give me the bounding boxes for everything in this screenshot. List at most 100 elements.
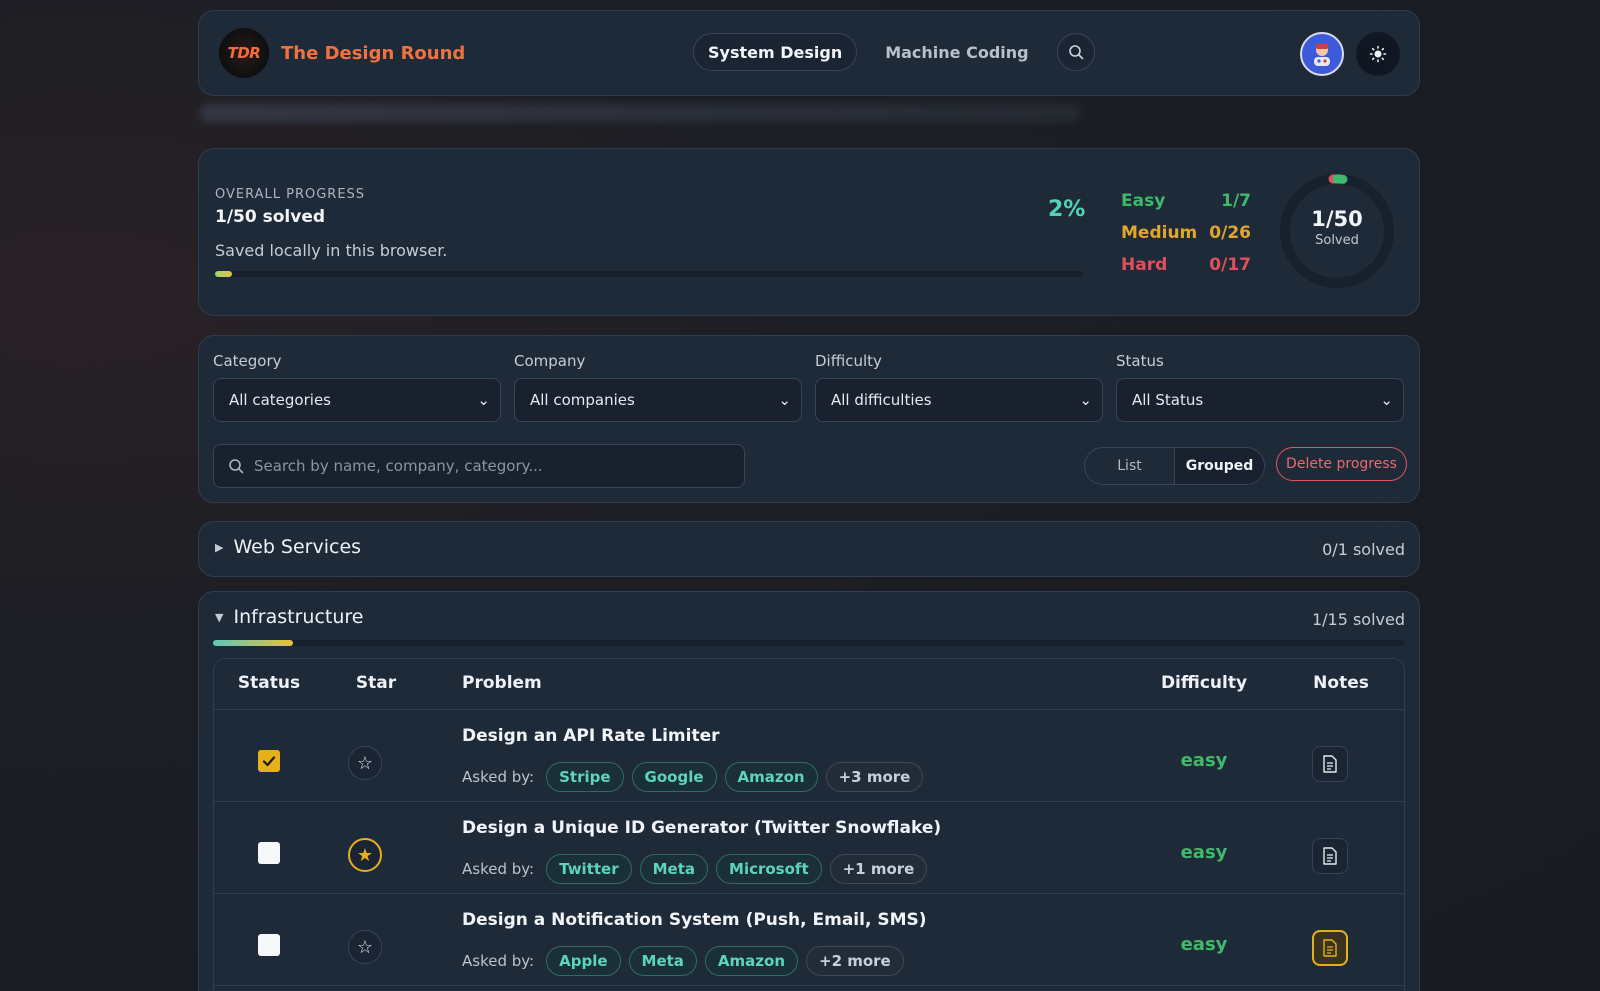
status-checkbox[interactable] <box>258 842 280 864</box>
difficulty-stats: Easy 1/7 Medium 0/26 Hard 0/17 <box>1121 185 1251 281</box>
theme-toggle-button[interactable] <box>1356 32 1400 76</box>
asked-by-label: Asked by: <box>462 952 535 970</box>
asked-by: Asked by: Stripe Google Amazon +3 more <box>462 762 924 792</box>
table-header: Status Star Problem Difficulty Notes <box>214 659 1404 710</box>
blurred-tagline <box>200 104 1080 122</box>
asked-by: Asked by: Apple Meta Amazon +2 more <box>462 946 904 976</box>
group-progress-fill <box>213 640 293 646</box>
view-list-button[interactable]: List <box>1117 458 1142 474</box>
progress-bar <box>215 271 1083 277</box>
company-tag[interactable]: Google <box>631 762 717 792</box>
filters-card: Category All categories ⌄ Company All com… <box>198 335 1420 503</box>
company-filter: Company All companies ⌄ <box>514 352 802 422</box>
difficulty-badge: easy <box>1180 842 1228 863</box>
document-icon <box>1323 755 1337 773</box>
document-icon <box>1323 847 1337 865</box>
company-tag[interactable]: Meta <box>639 854 709 884</box>
progress-solved-count: 1/50 solved <box>215 207 326 227</box>
chevron-right-icon: ▶ <box>215 540 224 554</box>
view-grouped-button[interactable]: Grouped <box>1174 448 1264 484</box>
solved-ring <box>1280 174 1394 288</box>
progress-bar-fill <box>215 271 233 277</box>
notes-button[interactable] <box>1312 930 1348 966</box>
company-tag[interactable]: Apple <box>546 946 621 976</box>
group-web-services[interactable]: ▶ Web Services 0/1 solved <box>198 521 1420 577</box>
group-infrastructure: ▼ Infrastructure 1/15 solved Status Star… <box>198 591 1420 991</box>
star-filled-icon: ★ <box>356 844 374 866</box>
avatar-icon <box>1314 44 1330 66</box>
overall-progress-card: OVERALL PROGRESS 1/50 solved Saved local… <box>198 148 1420 316</box>
chevron-down-icon: ⌄ <box>1380 391 1393 409</box>
progress-saved-note: Saved locally in this browser. <box>215 241 448 260</box>
avatar[interactable] <box>1300 32 1344 76</box>
group-title: Web Services <box>233 536 362 558</box>
progress-label: OVERALL PROGRESS <box>215 187 366 202</box>
chevron-down-icon: ⌄ <box>477 391 490 409</box>
chevron-down-icon: ⌄ <box>778 391 791 409</box>
more-companies-tag[interactable]: +2 more <box>806 946 904 976</box>
company-tag[interactable]: Amazon <box>704 946 798 976</box>
header-notes: Notes <box>1313 673 1369 693</box>
status-select[interactable]: All Status ⌄ <box>1116 378 1404 422</box>
company-select[interactable]: All companies ⌄ <box>514 378 802 422</box>
nav-system-design[interactable]: System Design <box>693 33 858 71</box>
company-tag[interactable]: Amazon <box>724 762 818 792</box>
difficulty-filter: Difficulty All difficulties ⌄ <box>815 352 1103 422</box>
category-filter: Category All categories ⌄ <box>213 352 501 422</box>
header-difficulty: Difficulty <box>1160 673 1248 693</box>
asked-by-label: Asked by: <box>462 768 535 786</box>
star-outline-icon: ☆ <box>356 936 374 958</box>
group-progress-bar <box>213 640 1405 646</box>
logo-text: TDR <box>227 44 261 62</box>
delete-progress-button[interactable]: Delete progress <box>1276 447 1407 481</box>
notes-button[interactable] <box>1312 746 1348 782</box>
group-header[interactable]: ▼ Infrastructure <box>215 606 363 628</box>
more-companies-tag[interactable]: +3 more <box>825 762 924 792</box>
company-label: Company <box>514 352 586 370</box>
company-tag[interactable]: Microsoft <box>716 854 822 884</box>
logo[interactable]: TDR <box>219 28 269 78</box>
status-filter: Status All Status ⌄ <box>1116 352 1404 422</box>
asked-by: Asked by: Twitter Meta Microsoft +1 more <box>462 854 928 884</box>
category-select[interactable]: All categories ⌄ <box>213 378 501 422</box>
asked-by-label: Asked by: <box>462 860 535 878</box>
difficulty-select[interactable]: All difficulties ⌄ <box>815 378 1103 422</box>
company-tag[interactable]: Twitter <box>546 854 632 884</box>
star-button[interactable]: ☆ <box>348 746 382 780</box>
stat-hard: Hard 0/17 <box>1121 255 1251 275</box>
search-button[interactable] <box>1056 33 1095 71</box>
notes-button[interactable] <box>1312 838 1348 874</box>
header-status: Status <box>237 673 301 693</box>
difficulty-badge: easy <box>1180 934 1228 955</box>
nav-machine-coding[interactable]: Machine Coding <box>885 42 1029 62</box>
group-header[interactable]: ▶ Web Services <box>215 536 361 558</box>
search-input[interactable]: Search by name, company, category... <box>213 444 745 488</box>
header-star: Star <box>355 673 397 693</box>
problem-title[interactable]: Design a Notification System (Push, Emai… <box>462 910 927 930</box>
search-placeholder: Search by name, company, category... <box>254 457 543 475</box>
problem-title[interactable]: Design an API Rate Limiter <box>462 726 720 746</box>
status-checkbox[interactable] <box>258 934 280 956</box>
main-nav: System Design Machine Coding <box>693 33 1095 71</box>
progress-percent: 2% <box>1048 197 1086 222</box>
company-tag[interactable]: Meta <box>628 946 697 976</box>
problem-title[interactable]: Design a Unique ID Generator (Twitter Sn… <box>462 818 942 838</box>
status-label: Status <box>1116 352 1164 370</box>
star-button[interactable]: ★ <box>348 838 382 872</box>
brand-title[interactable]: The Design Round <box>281 42 466 64</box>
company-tag[interactable]: Stripe <box>546 762 624 792</box>
view-toggle: List Grouped <box>1084 447 1265 485</box>
status-checkbox[interactable] <box>258 750 280 772</box>
category-label: Category <box>213 352 282 370</box>
table-row: ☆ Design a Notification System (Push, Em… <box>214 894 1404 986</box>
stat-easy: Easy 1/7 <box>1121 191 1251 211</box>
more-companies-tag[interactable]: +1 more <box>829 854 928 884</box>
star-outline-icon: ☆ <box>356 752 374 774</box>
check-icon <box>262 756 276 767</box>
ring-value: 1/50 <box>1311 207 1363 231</box>
star-button[interactable]: ☆ <box>348 930 382 964</box>
document-icon <box>1323 939 1337 957</box>
search-icon <box>1068 45 1083 60</box>
group-solved-count: 0/1 solved <box>1322 540 1405 559</box>
chevron-down-icon: ⌄ <box>1079 391 1092 409</box>
